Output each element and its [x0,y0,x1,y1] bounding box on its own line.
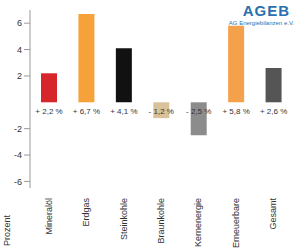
svg-text:Erdgas: Erdgas [81,198,91,227]
svg-text:2: 2 [17,71,22,81]
svg-text:+ 2,6 %: + 2,6 % [260,107,287,116]
svg-text:Mineralöl: Mineralöl [44,198,54,235]
svg-text:- 1,2 %: - 1,2 % [149,107,174,116]
svg-text:+ 4,1 %: + 4,1 % [110,107,137,116]
svg-text:6: 6 [17,18,22,28]
svg-text:Gesamt: Gesamt [268,198,278,230]
svg-text:Erneuerbare: Erneuerbare [231,198,241,248]
svg-text:-2: -2 [14,124,22,134]
svg-text:Braunkohle: Braunkohle [156,198,166,244]
html-text:AGEB: AGEB [242,2,290,19]
svg-text:4: 4 [17,45,22,55]
svg-text:+ 2,2 %: + 2,2 % [35,107,62,116]
svg-text:-6: -6 [14,177,22,187]
svg-text:Kernenergie: Kernenergie [193,198,203,247]
svg-text:+ 5,8 %: + 5,8 % [222,107,249,116]
html-text:Prozent: Prozent [2,215,12,246]
svg-text:-4: -4 [14,150,22,160]
svg-text:Steinkohle: Steinkohle [119,198,129,240]
svg-text:+ 6,7 %: + 6,7 % [73,107,100,116]
svg-text:- 2,5 %: - 2,5 % [186,107,211,116]
html-text:AG Energiebilanzen e.V.: AG Energiebilanzen e.V. [228,20,294,26]
